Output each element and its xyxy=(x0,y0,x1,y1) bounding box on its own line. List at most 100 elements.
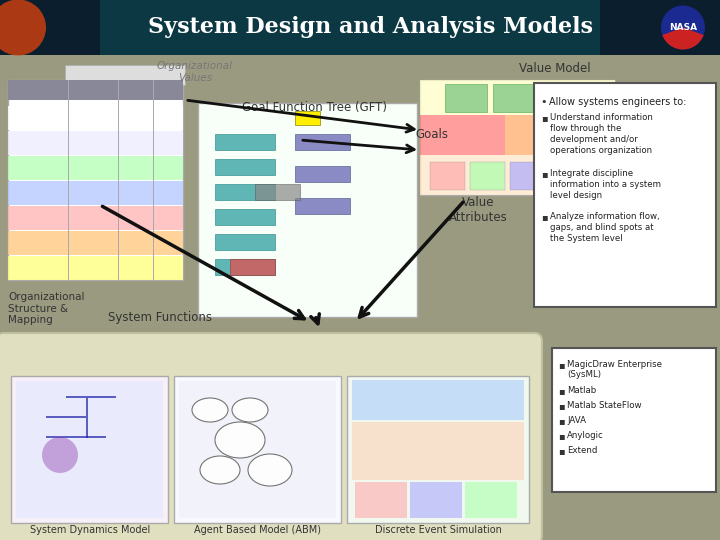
Text: Analyze information flow,
gaps, and blind spots at
the System level: Analyze information flow, gaps, and blin… xyxy=(550,212,660,243)
Text: Goal Function Tree (GFT): Goal Function Tree (GFT) xyxy=(243,102,387,114)
Bar xyxy=(215,209,275,225)
Bar xyxy=(100,0,600,55)
Text: ▪: ▪ xyxy=(541,169,548,179)
FancyBboxPatch shape xyxy=(198,103,417,317)
FancyBboxPatch shape xyxy=(534,83,716,307)
Bar xyxy=(8,106,183,130)
FancyBboxPatch shape xyxy=(8,80,183,280)
Bar xyxy=(8,156,183,180)
Ellipse shape xyxy=(192,398,228,422)
Text: System Dynamics Model: System Dynamics Model xyxy=(30,525,150,535)
Circle shape xyxy=(661,5,705,50)
Text: ▪: ▪ xyxy=(541,113,548,123)
Bar xyxy=(465,482,517,518)
Bar xyxy=(230,259,275,275)
Bar xyxy=(8,181,183,205)
Bar xyxy=(295,166,350,182)
Bar xyxy=(600,127,606,155)
Bar xyxy=(493,84,535,112)
Bar xyxy=(8,231,183,255)
Bar xyxy=(215,234,275,250)
Bar xyxy=(86,398,88,438)
Text: Matlab: Matlab xyxy=(567,386,596,395)
Bar xyxy=(470,162,505,190)
FancyBboxPatch shape xyxy=(65,65,185,85)
Bar xyxy=(215,159,275,175)
Bar xyxy=(295,111,320,125)
Bar xyxy=(8,80,183,100)
Bar xyxy=(541,84,583,112)
FancyBboxPatch shape xyxy=(420,80,615,195)
Ellipse shape xyxy=(232,398,268,422)
FancyBboxPatch shape xyxy=(347,376,529,523)
Text: NASA: NASA xyxy=(669,23,697,32)
Ellipse shape xyxy=(200,456,240,484)
Text: System Design and Analysis Models: System Design and Analysis Models xyxy=(148,17,593,38)
Text: ▪: ▪ xyxy=(541,212,548,222)
Text: Anylogic: Anylogic xyxy=(567,431,604,440)
Bar xyxy=(8,131,183,155)
Text: ▪: ▪ xyxy=(558,431,564,441)
Text: •: • xyxy=(540,97,546,107)
Text: Value Model: Value Model xyxy=(519,62,591,75)
Text: Extend: Extend xyxy=(567,446,598,455)
Bar xyxy=(576,139,582,155)
Bar xyxy=(352,380,524,420)
Text: Agent Based Model (ABM): Agent Based Model (ABM) xyxy=(194,525,322,535)
Text: ▪: ▪ xyxy=(558,416,564,426)
Wedge shape xyxy=(662,28,703,50)
Circle shape xyxy=(0,0,46,56)
Bar xyxy=(592,131,598,155)
Bar xyxy=(410,482,462,518)
Bar xyxy=(560,147,566,155)
Bar xyxy=(215,259,275,275)
Text: ▪: ▪ xyxy=(558,386,564,396)
Circle shape xyxy=(42,437,78,473)
Bar xyxy=(445,84,487,112)
Text: Discrete Event Simulation: Discrete Event Simulation xyxy=(374,525,501,535)
Text: Organizational
Values: Organizational Values xyxy=(157,61,233,83)
Bar xyxy=(295,198,350,214)
Bar xyxy=(215,134,275,150)
Text: Understand information
flow through the
development and/or
operations organizati: Understand information flow through the … xyxy=(550,113,653,156)
Bar xyxy=(352,422,524,480)
Bar xyxy=(420,80,615,115)
Bar xyxy=(255,184,300,200)
Bar xyxy=(0,55,720,540)
Bar xyxy=(510,162,545,190)
Bar xyxy=(568,143,574,155)
FancyBboxPatch shape xyxy=(11,376,168,523)
Bar xyxy=(550,162,585,190)
Bar xyxy=(46,436,106,438)
Ellipse shape xyxy=(215,422,265,458)
Bar xyxy=(355,482,407,518)
Bar xyxy=(8,206,183,230)
Bar xyxy=(295,134,350,150)
Bar xyxy=(66,396,116,398)
Text: Matlab StateFlow: Matlab StateFlow xyxy=(567,401,642,410)
Bar xyxy=(46,416,86,418)
Bar xyxy=(420,115,505,155)
Text: Value
Attributes: Value Attributes xyxy=(449,196,508,224)
Text: MagicDraw Enterprise
(SysML): MagicDraw Enterprise (SysML) xyxy=(567,360,662,380)
FancyBboxPatch shape xyxy=(0,333,542,540)
Bar xyxy=(420,155,615,195)
Text: Goals: Goals xyxy=(415,127,448,140)
Bar xyxy=(505,115,555,155)
Text: ▪: ▪ xyxy=(558,446,564,456)
Text: System Functions: System Functions xyxy=(108,312,212,325)
Text: ▪: ▪ xyxy=(558,360,564,370)
Bar xyxy=(430,162,465,190)
Text: Organizational
Structure &
Mapping: Organizational Structure & Mapping xyxy=(8,292,84,325)
Text: Integrate discipline
information into a system
level design: Integrate discipline information into a … xyxy=(550,169,661,200)
Text: ▪: ▪ xyxy=(558,401,564,411)
Text: JAVA: JAVA xyxy=(567,416,586,425)
Bar xyxy=(584,135,590,155)
Bar xyxy=(0,0,720,55)
Bar xyxy=(179,381,336,518)
Text: Allow systems engineers to:: Allow systems engineers to: xyxy=(549,97,686,107)
FancyBboxPatch shape xyxy=(552,348,716,492)
Bar xyxy=(16,381,163,518)
Bar xyxy=(215,184,275,200)
Bar xyxy=(8,256,183,280)
